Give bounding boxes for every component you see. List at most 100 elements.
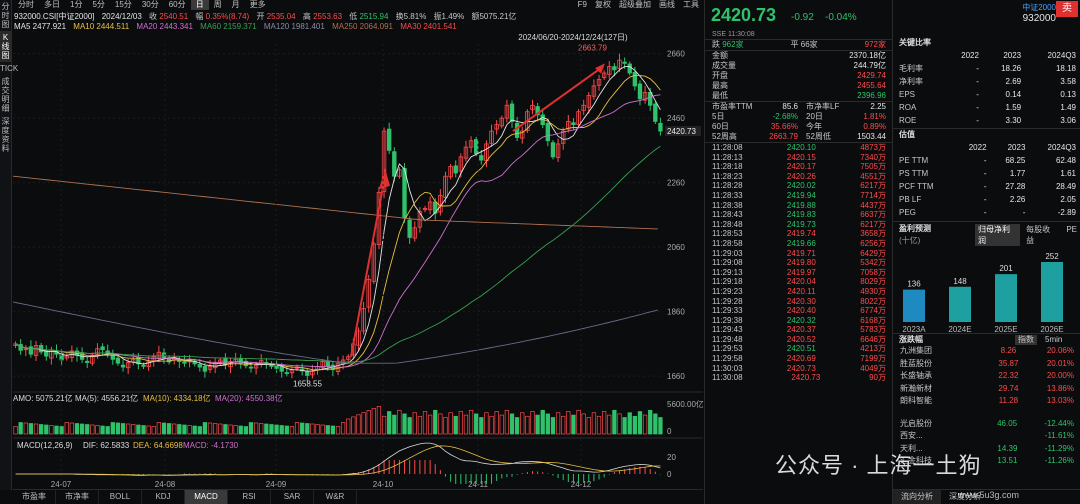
candle-body (612, 66, 617, 71)
candle-body (141, 364, 146, 367)
price-tick: 2660 (667, 50, 685, 59)
period-10[interactable]: 更多 (249, 0, 266, 9)
volume-bar (535, 414, 540, 435)
volume-bar (448, 412, 453, 435)
tool-0[interactable]: F9 (577, 0, 587, 9)
indicator-tab-6[interactable]: SAR (271, 490, 314, 504)
tick-price: 2420.11 (787, 286, 816, 296)
volume-bar (381, 415, 387, 435)
movers-list[interactable]: 九洲集团 8.26 20.06% 胜蓝股份 35.87 20.01% 长盛轴承 22.32 20… (893, 345, 1080, 408)
movers-tab-index[interactable]: 指数 (1015, 335, 1037, 345)
price-change: -0.92 (791, 12, 814, 23)
val-value: 2.25 (870, 102, 886, 111)
forecast-tab-1[interactable]: 每股收益 (1026, 225, 1051, 245)
tick-price: 2419.66 (786, 238, 816, 248)
tick-row: 11:29:33 2420.40 6774万 (705, 306, 892, 316)
forecast-label: 2025E (994, 325, 1017, 334)
indicator-tab-2[interactable]: BOLL (99, 490, 142, 504)
volume-bar (494, 411, 499, 435)
forecast-tab-0[interactable]: 归母净利润 (975, 224, 1021, 246)
indicator-tab-5[interactable]: RSI (228, 490, 271, 504)
val-label: 5日 (712, 112, 725, 121)
volume-bar (172, 423, 177, 435)
candle-body (499, 117, 504, 127)
cell-value: - (983, 156, 987, 165)
volume-bar (566, 411, 571, 435)
tick-time: 11:29:53 (712, 344, 743, 354)
tick-time: 11:28:38 (712, 200, 743, 210)
tool-3[interactable]: 画线 (659, 0, 675, 9)
candle-body (458, 156, 464, 172)
period-1[interactable]: 多日 (44, 0, 60, 9)
forecast-bar (995, 274, 1017, 322)
period-5[interactable]: 30分 (141, 0, 159, 9)
amo-legend: MA(20): 4550.38亿 (215, 393, 283, 403)
period-6[interactable]: 60分 (168, 0, 186, 9)
valuation-left: 市盈率TTM 85.6 (712, 102, 798, 112)
indicator-tab-4[interactable]: MACD (185, 490, 228, 504)
view-timeshare[interactable]: 分时图 (1, 2, 10, 29)
tool-1[interactable]: 复权 (595, 0, 611, 9)
down-label: 跌 (712, 40, 720, 49)
candle-body (115, 357, 121, 364)
period-8[interactable]: 周 (213, 0, 222, 9)
mover-price: 11.28 (998, 396, 1019, 405)
tick-list[interactable]: 11:28:08 2420.10 4873万 11:28:13 2420.15 7340万… (705, 142, 892, 383)
losers-list[interactable]: 光启股份 46.05 -12.44% 西安... -11.61% 天利... 14.39 -1… (893, 418, 1080, 468)
indicator-tab-1[interactable]: 市净率 (56, 490, 99, 504)
view-depth[interactable]: 深度资料 (1, 117, 10, 153)
volume-bar (192, 425, 197, 435)
candle-body (207, 366, 213, 370)
period-4[interactable]: 15分 (114, 0, 132, 9)
volume-bar (627, 412, 632, 435)
period-7[interactable]: 日 (190, 0, 209, 10)
volume-bar (264, 423, 269, 435)
volume-bar (612, 409, 617, 435)
volume-bar (182, 424, 187, 435)
volume-bar (607, 414, 612, 435)
volume-bar (422, 411, 428, 435)
period-0[interactable]: 分时 (18, 0, 34, 9)
close-label: 收 (149, 12, 158, 21)
indicator-tab-0[interactable]: 市盈率 (13, 490, 56, 504)
year-header: 2023 (1003, 51, 1022, 60)
movers-tab-5min[interactable]: 5min (1045, 335, 1063, 344)
candle-body (320, 361, 325, 369)
view-tick[interactable]: TICK (0, 64, 19, 73)
table-row: ROE - 3.30 3.06 (893, 114, 1080, 127)
flow-analysis-tab[interactable]: 流向分析 (893, 490, 941, 504)
indicator-tab-7[interactable]: W&R (314, 490, 357, 504)
view-trades[interactable]: 成交明细 (1, 77, 10, 113)
volume-bar (504, 409, 510, 435)
sell-button[interactable]: 卖 (1056, 1, 1078, 17)
candle-body (356, 330, 361, 346)
date-tick: 24-11 (468, 480, 488, 488)
period-2[interactable]: 1分 (70, 0, 83, 9)
tick-row: 11:29:58 2420.69 7199万 (705, 354, 892, 364)
tick-row: 11:29:08 2419.80 5342万 (705, 258, 892, 268)
volume-bar (637, 411, 643, 435)
volume-bar (591, 412, 597, 435)
tick-volume: 6429万 (860, 248, 886, 258)
tool-2[interactable]: 超级叠加 (619, 0, 651, 9)
period-3[interactable]: 5分 (92, 0, 105, 9)
depth-analysis-tab[interactable]: 深度分析 (949, 492, 981, 501)
tick-volume: 8022万 (860, 296, 886, 306)
index-code: 932000.CSI[中证2000] (14, 12, 95, 21)
indicator-tab-3[interactable]: KDJ (142, 490, 185, 504)
period-9[interactable]: 月 (231, 0, 240, 9)
volume-bar (453, 415, 458, 435)
forecast-value: 201 (999, 264, 1013, 273)
volume-bar (259, 423, 264, 435)
view-kline[interactable]: K线图 (0, 31, 11, 62)
tick-time: 11:29:03 (712, 248, 743, 258)
candle-body (28, 346, 34, 355)
volume-bar (90, 424, 95, 435)
forecast-tab-2[interactable]: PE (1066, 225, 1077, 234)
volume-bar (632, 415, 637, 435)
tick-volume: 5783万 (860, 325, 886, 335)
tool-4[interactable]: 工具 (683, 0, 699, 9)
tick-time: 11:28:43 (712, 210, 743, 220)
kline-chart[interactable]: 2660 2460 2260 2060 1860 1660 2024/06/20-2024/… (13, 32, 703, 488)
tick-price: 2420.02 (786, 181, 816, 191)
